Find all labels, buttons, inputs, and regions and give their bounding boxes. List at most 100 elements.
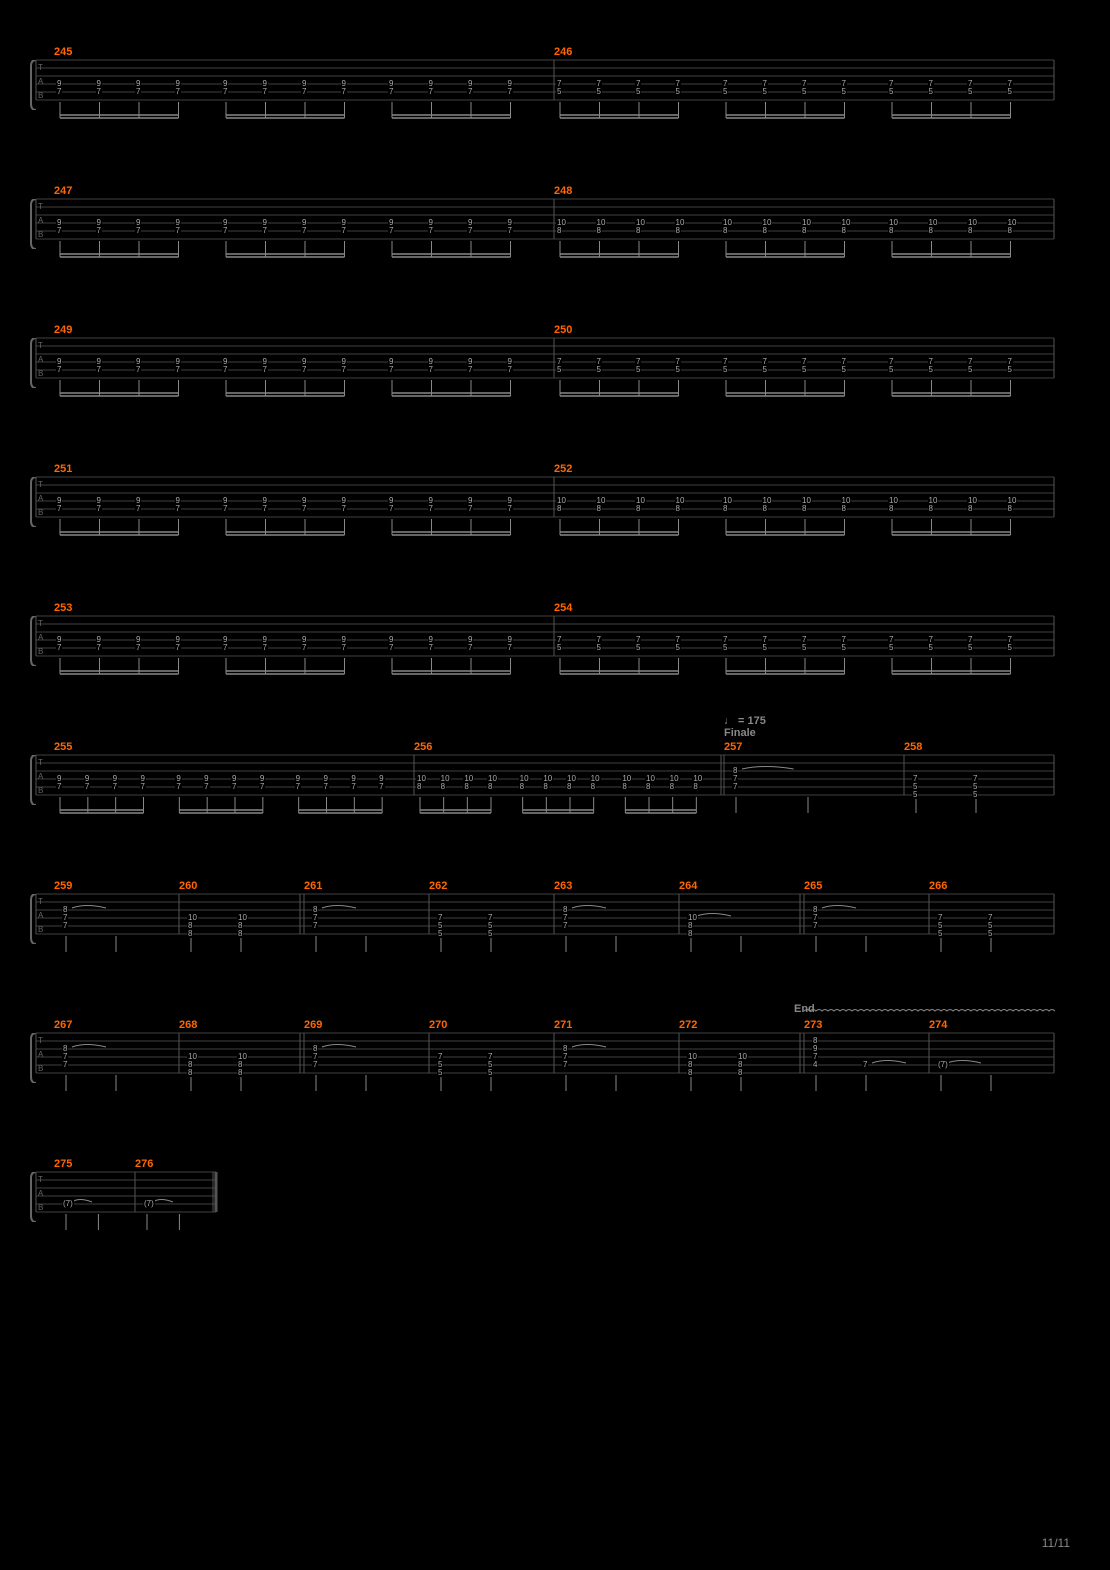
tab-page: TAB2459797979797979797979797972467575757…: [0, 0, 1110, 1570]
fret-number: 7: [135, 227, 141, 235]
fret-number: 5: [722, 88, 728, 96]
fret-number: 7: [259, 783, 265, 791]
measure-number: 260: [179, 880, 197, 892]
fret-number: 8: [487, 783, 493, 791]
fret-number: 7: [732, 783, 738, 791]
tab-letter: T: [38, 1037, 43, 1045]
tab-letter: A: [38, 634, 43, 642]
staff-area: ♩ = 175Finale TAB25597979797979797979797…: [36, 755, 1080, 840]
fret-number: 7: [507, 227, 513, 235]
tab-letter: T: [38, 342, 43, 350]
fret-number: 5: [912, 791, 918, 799]
fret-number: 7: [388, 227, 394, 235]
measure-number: 273: [804, 1019, 822, 1031]
fret-number: 5: [556, 88, 562, 96]
fret-number: 7: [295, 783, 301, 791]
measure-number: 257: [724, 741, 742, 753]
measure-number: 249: [54, 324, 72, 336]
staff-area: TAB2598772601088108826187726275575526387…: [36, 894, 1080, 979]
fret-number: 8: [566, 783, 572, 791]
measure-number: 251: [54, 463, 72, 475]
fret-number: 8: [416, 783, 422, 791]
tab-system: TAB2539797979797979797979797972547575757…: [30, 616, 1080, 701]
fret-number: 7: [467, 505, 473, 513]
measure-number: 263: [554, 880, 572, 892]
fret-number: 8: [635, 227, 641, 235]
fret-number: 7: [507, 366, 513, 374]
tab-letter: T: [38, 203, 43, 211]
fret-number: 8: [187, 930, 193, 938]
measure-number: 247: [54, 185, 72, 197]
fret-number: 8: [556, 227, 562, 235]
fret-number: 5: [596, 88, 602, 96]
fret-number: 5: [722, 366, 728, 374]
measure-number: 276: [135, 1158, 153, 1170]
fret-number: 7: [301, 88, 307, 96]
end-label: End: [794, 1003, 815, 1015]
measure-number: 275: [54, 1158, 72, 1170]
fret-number: 5: [967, 366, 973, 374]
fret-number: 7: [56, 644, 62, 652]
fret-number: 5: [762, 366, 768, 374]
fret-number: 8: [519, 783, 525, 791]
fret-number: 7: [507, 505, 513, 513]
fret-number: 7: [341, 505, 347, 513]
fret-number: 8: [440, 783, 446, 791]
fret-number: 7: [301, 227, 307, 235]
fret-number: 7: [388, 366, 394, 374]
fret-number: 5: [888, 366, 894, 374]
fret-number: 7: [175, 783, 181, 791]
staff-area: End TAB267877268108810882698772707557552…: [36, 1033, 1080, 1118]
tab-system: End TAB267877268108810882698772707557552…: [30, 1033, 1080, 1118]
fret-number: 5: [487, 930, 493, 938]
fret-number: 7: [262, 366, 268, 374]
fret-number: 7: [96, 88, 102, 96]
fret-number: 8: [596, 227, 602, 235]
measure-number: 269: [304, 1019, 322, 1031]
fret-number: 7: [467, 644, 473, 652]
fret-number: 7: [175, 644, 181, 652]
measure-number: 256: [414, 741, 432, 753]
fret-number: 5: [1007, 644, 1013, 652]
fret-number: 7: [175, 366, 181, 374]
fret-number: 5: [987, 930, 993, 938]
tab-letter: B: [38, 231, 43, 239]
tab-letter: B: [38, 509, 43, 517]
measure-number: 268: [179, 1019, 197, 1031]
fret-number: 5: [928, 366, 934, 374]
fret-number: 7: [467, 366, 473, 374]
fret-number: 7: [96, 366, 102, 374]
staff-area: TAB2479797979797979797979797972481081081…: [36, 199, 1080, 284]
fret-number: 7: [56, 783, 62, 791]
fret-number: 8: [737, 1069, 743, 1077]
fret-number: 5: [801, 644, 807, 652]
fret-number: 5: [888, 88, 894, 96]
fret-number: 5: [556, 644, 562, 652]
fret-number: 7: [262, 644, 268, 652]
fret-number: 7: [428, 227, 434, 235]
measure-number: 267: [54, 1019, 72, 1031]
fret-number: 7: [96, 644, 102, 652]
fret-number: 8: [1007, 227, 1013, 235]
fret-number: 7: [562, 922, 568, 930]
fret-number: 7: [812, 922, 818, 930]
fret-number: 8: [596, 505, 602, 513]
page-number: 11/11: [1042, 1536, 1070, 1550]
section-label: Finale: [724, 727, 756, 739]
tab-system: TAB2459797979797979797979797972467575757…: [30, 60, 1080, 145]
fret-number: 5: [596, 644, 602, 652]
fret-number: 8: [621, 783, 627, 791]
fret-number: 7: [56, 505, 62, 513]
tab-system: TAB2479797979797979797979797972481081081…: [30, 199, 1080, 284]
fret-number: 7: [388, 88, 394, 96]
fret-number: 7: [96, 505, 102, 513]
measure-number: 266: [929, 880, 947, 892]
fret-number: 8: [635, 505, 641, 513]
fret-number: 5: [437, 1069, 443, 1077]
fret-number: 5: [841, 88, 847, 96]
fret-number: 8: [669, 783, 675, 791]
fret-number: 5: [928, 644, 934, 652]
fret-number: 7: [135, 644, 141, 652]
fret-number: 7: [312, 922, 318, 930]
fret-number: 7: [467, 227, 473, 235]
